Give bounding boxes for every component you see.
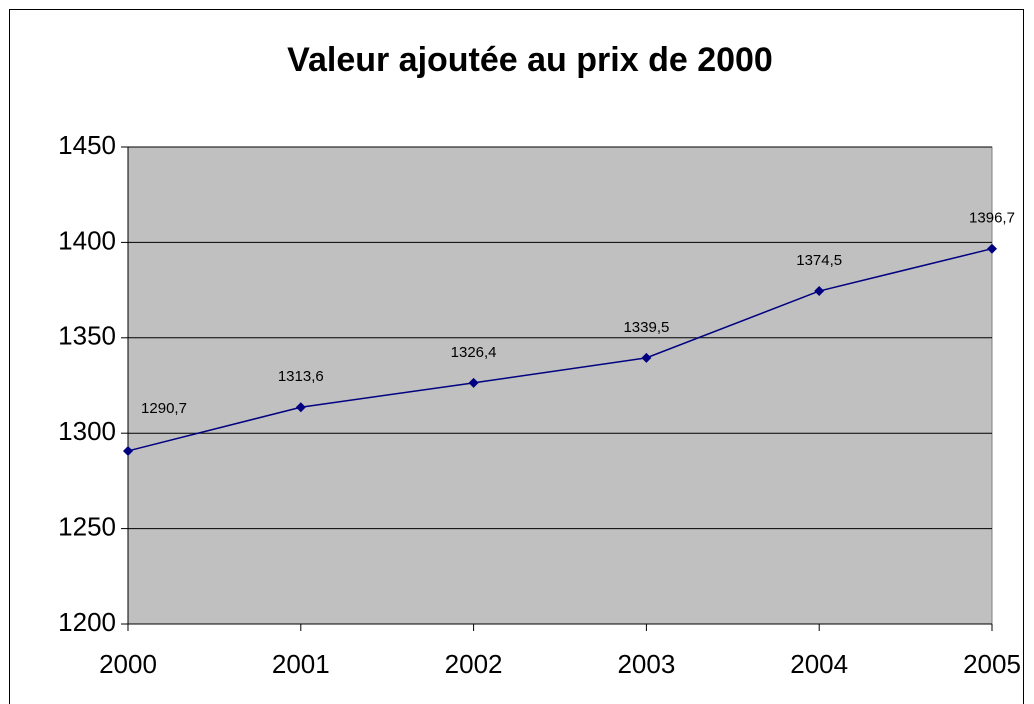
- data-label: 1339,5: [623, 319, 669, 336]
- marker: [641, 352, 652, 363]
- x-tick-label: 2000: [99, 649, 157, 679]
- x-tick-label: 2002: [445, 649, 503, 679]
- x-tick-label: 2004: [790, 649, 848, 679]
- y-tick-label: 1250: [58, 511, 116, 541]
- y-tick-label: 1350: [58, 321, 116, 351]
- x-tick-label: 2001: [272, 649, 330, 679]
- y-tick-label: 1200: [58, 607, 116, 637]
- line: [127, 247, 993, 452]
- data-label: 1313,6: [278, 368, 324, 385]
- y-tick-label: 1450: [58, 130, 116, 160]
- y-tick-label: 1300: [58, 416, 116, 446]
- marker: [814, 286, 825, 297]
- chart-title: Valeur ajoutée au prix de 2000: [287, 41, 773, 79]
- data-label: 1374,5: [796, 252, 842, 269]
- data-label: 1290,7: [141, 400, 187, 417]
- y-tick-label: 1400: [58, 225, 116, 255]
- marker: [295, 402, 306, 413]
- x-tick-label: 2003: [617, 649, 675, 679]
- marker: [468, 377, 479, 388]
- marker: [123, 445, 133, 456]
- plot-area: [127, 146, 993, 625]
- x-tick-label: 2005: [963, 649, 1021, 679]
- marker: [987, 243, 997, 254]
- data-label: 1326,4: [451, 344, 497, 361]
- data-label: 1396,7: [969, 210, 1015, 227]
